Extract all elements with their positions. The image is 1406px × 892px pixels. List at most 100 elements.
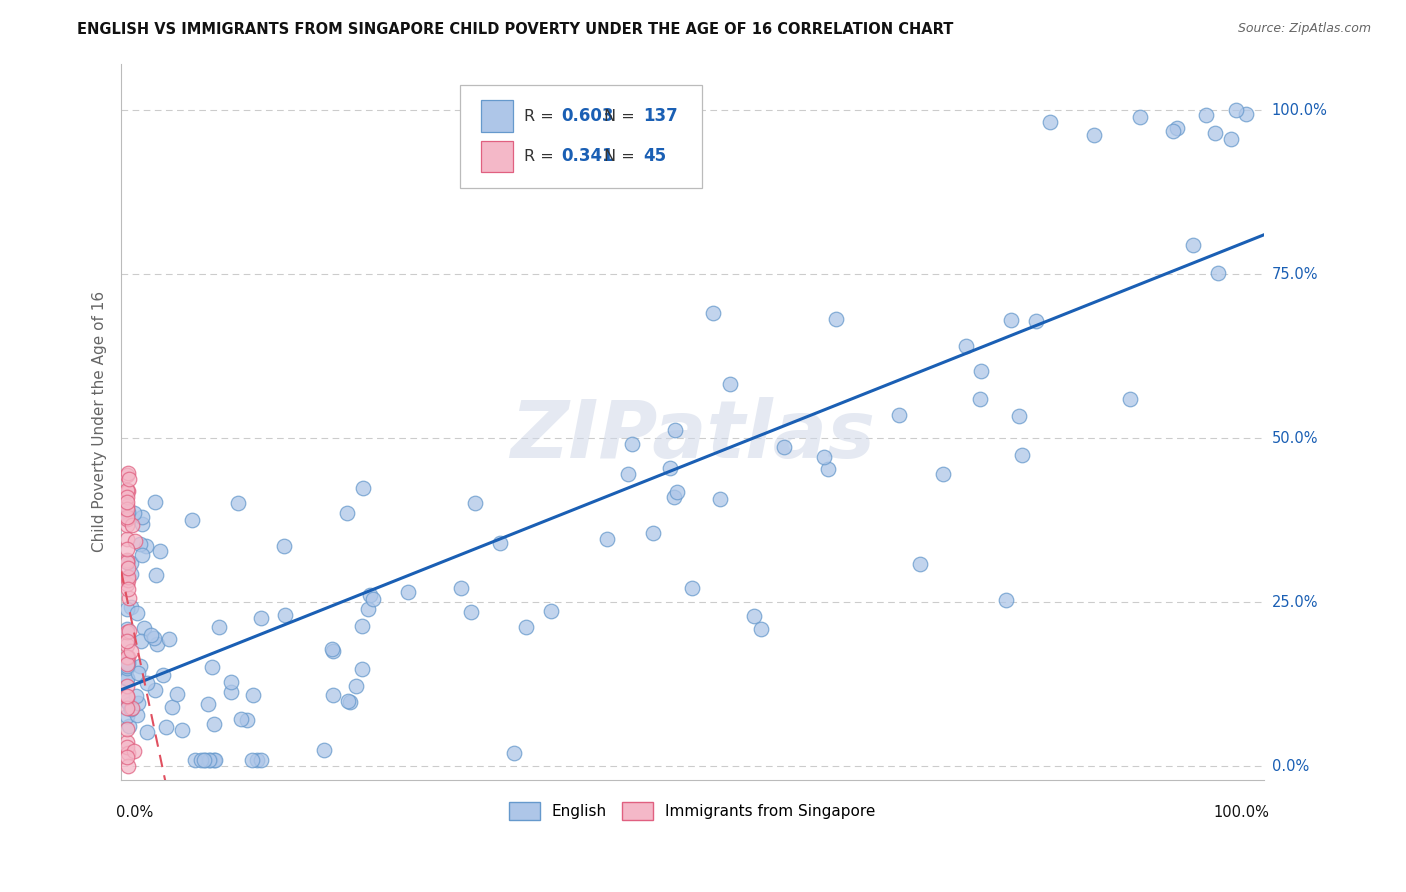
Point [115, 491, 138, 505]
Point [1195, 107, 1218, 121]
Point [117, 466, 139, 480]
Point [503, 746, 526, 760]
Point [143, 494, 166, 508]
Point [197, 697, 219, 711]
Point [127, 606, 149, 620]
Point [350, 619, 373, 633]
Point [250, 753, 273, 767]
Point [152, 667, 174, 681]
Point [665, 484, 688, 499]
Point [160, 700, 183, 714]
Point [117, 701, 139, 715]
Point [115, 690, 138, 705]
Point [969, 392, 991, 406]
Text: ZIPatlas: ZIPatlas [510, 397, 875, 475]
Point [115, 655, 138, 669]
Point [115, 576, 138, 591]
Point [117, 483, 139, 498]
Point [120, 643, 142, 657]
Point [149, 544, 172, 558]
Point [115, 694, 138, 708]
Text: R =: R = [524, 149, 560, 164]
Point [352, 663, 374, 677]
Point [273, 539, 295, 553]
Point [1225, 103, 1247, 117]
Point [117, 759, 139, 773]
Point [970, 364, 993, 378]
Point [115, 749, 138, 764]
Point [117, 505, 139, 519]
Point [124, 533, 146, 548]
Point [621, 437, 644, 451]
Point [742, 609, 765, 624]
Point [321, 642, 343, 657]
Text: 100.0%: 100.0% [1272, 103, 1327, 118]
Text: 137: 137 [644, 107, 678, 125]
Point [1220, 131, 1243, 145]
Point [460, 605, 482, 619]
Point [1166, 120, 1188, 135]
Point [1000, 313, 1022, 327]
Point [115, 658, 138, 673]
Text: 0.0%: 0.0% [115, 805, 153, 820]
Point [142, 632, 165, 646]
Point [702, 306, 724, 320]
Point [117, 570, 139, 584]
Point [129, 634, 152, 648]
Text: ENGLISH VS IMMIGRANTS FROM SINGAPORE CHILD POVERTY UNDER THE AGE OF 16 CORRELATI: ENGLISH VS IMMIGRANTS FROM SINGAPORE CHI… [77, 22, 953, 37]
Point [1128, 110, 1150, 124]
Point [117, 735, 139, 749]
Point [208, 620, 231, 634]
Point [396, 585, 419, 599]
Point [312, 743, 335, 757]
Point [115, 622, 138, 636]
Point [157, 632, 180, 647]
Point [117, 649, 139, 664]
Point [136, 725, 159, 739]
Point [120, 566, 142, 581]
Point [115, 502, 138, 516]
Point [115, 602, 138, 616]
Point [336, 694, 359, 708]
Point [773, 441, 796, 455]
Point [336, 506, 359, 520]
Point [121, 701, 143, 715]
Point [363, 591, 385, 606]
Point [131, 509, 153, 524]
Point [955, 339, 977, 353]
Point [115, 679, 138, 693]
Point [115, 740, 138, 755]
Point [117, 582, 139, 597]
Point [117, 499, 139, 513]
Text: 0.603: 0.603 [561, 107, 613, 125]
Point [155, 720, 177, 734]
Point [204, 717, 226, 731]
Point [250, 611, 273, 625]
Point [118, 591, 141, 605]
Point [129, 537, 152, 551]
Point [115, 483, 138, 498]
Point [274, 607, 297, 622]
Point [659, 461, 682, 475]
Point [184, 753, 207, 767]
Point [664, 423, 686, 437]
FancyBboxPatch shape [461, 85, 702, 188]
Point [115, 657, 138, 672]
Point [115, 467, 138, 482]
Point [817, 462, 839, 476]
Point [125, 689, 148, 703]
Point [908, 558, 931, 572]
Point [128, 659, 150, 673]
Point [995, 593, 1018, 607]
Point [219, 685, 242, 699]
Point [145, 568, 167, 582]
Text: N =: N = [605, 109, 640, 124]
Point [246, 753, 269, 767]
FancyBboxPatch shape [481, 141, 513, 172]
Point [120, 599, 142, 614]
Point [1234, 107, 1257, 121]
Point [122, 506, 145, 520]
Point [198, 753, 221, 767]
Point [115, 672, 138, 686]
Point [166, 687, 188, 701]
